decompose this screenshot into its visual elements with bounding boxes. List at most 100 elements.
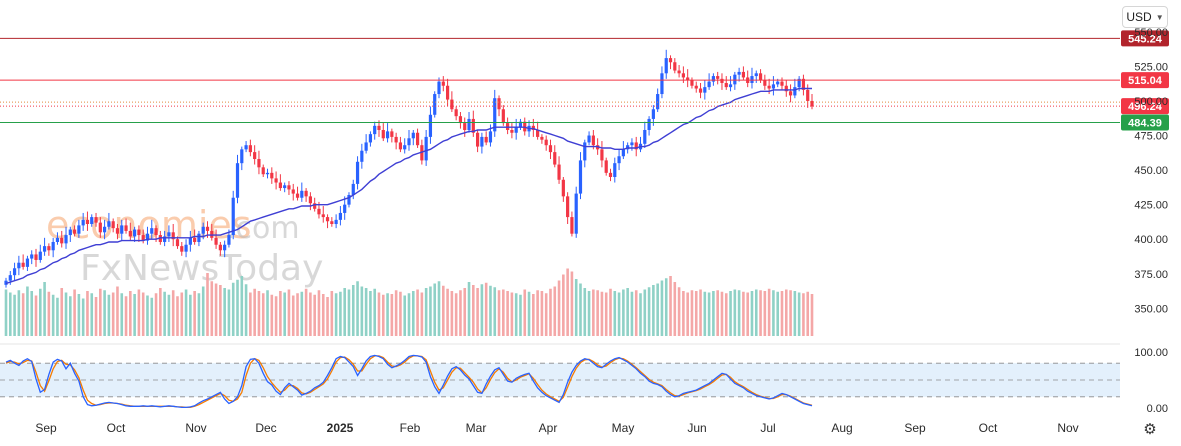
time-tick-label[interactable]: Aug xyxy=(831,421,852,435)
volume-bar xyxy=(351,285,355,336)
volume-bar xyxy=(733,289,737,336)
volume-bar xyxy=(467,282,471,336)
candle-body xyxy=(720,78,724,83)
time-tick-label[interactable]: Sep xyxy=(35,421,57,435)
time-tick-label[interactable]: Nov xyxy=(185,421,206,435)
candle-body xyxy=(793,87,797,96)
price-level-label: 515.04 xyxy=(1128,75,1163,87)
candle-body xyxy=(205,226,210,231)
candle-body xyxy=(484,136,488,143)
candle-body xyxy=(145,233,150,241)
candlesticks xyxy=(4,49,814,288)
candle-body xyxy=(385,131,390,139)
volume-bar xyxy=(592,289,595,336)
volume-bar xyxy=(8,292,12,336)
candle-body xyxy=(767,85,771,89)
candle-body xyxy=(120,225,124,234)
volume-bar xyxy=(424,288,428,336)
time-axis[interactable]: Sep Oct Nov Dec 2025 Feb Mar Apr May Jun Jul Aug Sep… xyxy=(35,421,1078,435)
volume-bar xyxy=(557,280,561,336)
volume-bar xyxy=(562,274,565,336)
candle-body xyxy=(90,217,94,225)
volume-bar xyxy=(321,294,325,336)
candle-body xyxy=(313,203,317,209)
settings-gear-icon[interactable]: ⚙ xyxy=(1143,421,1157,438)
candle-body xyxy=(51,241,55,251)
candle-body xyxy=(278,182,282,189)
candle-body xyxy=(257,159,261,168)
candle-body xyxy=(265,172,270,175)
stochastic-k-line xyxy=(5,354,813,409)
currency-selector[interactable]: USD ▼ xyxy=(1122,6,1168,28)
candle-body xyxy=(150,228,154,234)
volume-bar xyxy=(236,279,239,336)
time-tick-label[interactable]: Nov xyxy=(1057,421,1078,435)
volume-bar xyxy=(266,290,269,336)
volume-bar xyxy=(446,288,449,336)
volume-bar xyxy=(523,289,527,336)
volume-bar xyxy=(544,293,548,336)
time-tick-label[interactable]: Oct xyxy=(979,421,998,435)
volume-bar xyxy=(810,294,814,336)
time-tick-label[interactable]: Feb xyxy=(400,421,421,435)
candle-body xyxy=(274,178,278,183)
time-tick-label[interactable]: May xyxy=(612,421,635,435)
volume-bar xyxy=(420,292,424,336)
volume-bar xyxy=(527,291,531,336)
candle-body xyxy=(42,246,47,252)
time-tick-label[interactable]: Dec xyxy=(255,421,276,435)
volume-bar xyxy=(403,295,407,336)
volume-bar xyxy=(437,281,441,336)
volume-bar xyxy=(309,292,312,336)
volume-bar xyxy=(193,291,196,336)
volume-bar xyxy=(759,290,762,336)
price-tick-label: 525.00 xyxy=(1134,61,1168,73)
candle-body xyxy=(733,74,737,85)
volume-bar xyxy=(231,282,235,336)
volume-bar xyxy=(489,285,492,336)
time-tick-label[interactable]: Oct xyxy=(107,421,126,435)
time-tick-label[interactable]: Jun xyxy=(687,421,706,435)
volume-bar xyxy=(159,288,162,336)
volume-bar xyxy=(660,280,664,336)
candle-body xyxy=(475,132,480,147)
time-tick-label[interactable]: Mar xyxy=(466,421,487,435)
chevron-down-icon: ▼ xyxy=(1155,12,1164,22)
time-tick-label[interactable]: Apr xyxy=(539,421,558,435)
candle-body xyxy=(647,118,651,130)
candle-body xyxy=(548,145,553,153)
candle-body xyxy=(643,129,647,144)
candle-body xyxy=(806,89,810,101)
volume-bar xyxy=(579,283,582,336)
volume-bar xyxy=(150,297,154,336)
candle-body xyxy=(630,142,634,146)
volume-bar xyxy=(334,293,338,336)
candle-body xyxy=(77,225,81,234)
volume-bar xyxy=(626,288,629,336)
volume-bar xyxy=(133,294,136,336)
volume-bar xyxy=(330,291,334,336)
time-tick-label[interactable]: Sep xyxy=(904,421,926,435)
candle-body xyxy=(613,163,617,177)
volume-bar xyxy=(291,295,295,336)
candle-body xyxy=(253,152,257,160)
volume-bar xyxy=(407,293,411,336)
volume-bar xyxy=(682,291,685,336)
candle-body xyxy=(55,237,60,242)
price-axis[interactable]: 550.00 525.00 500.00 475.00 450.00 425.00 400.… xyxy=(1134,27,1168,316)
time-tick-label[interactable]: 2025 xyxy=(327,421,354,435)
candle-body xyxy=(85,219,90,225)
candle-body xyxy=(154,228,158,236)
candle-body xyxy=(193,237,197,242)
time-tick-label[interactable]: Jul xyxy=(760,421,775,435)
volume-bar xyxy=(802,293,805,336)
volume-bar xyxy=(532,294,535,336)
candle-body xyxy=(244,145,248,150)
volume-bar xyxy=(189,294,192,336)
candle-body xyxy=(694,85,698,89)
candle-body xyxy=(347,194,351,205)
candle-body xyxy=(261,167,265,175)
candle-body xyxy=(338,212,343,220)
volume-bar xyxy=(129,291,132,336)
